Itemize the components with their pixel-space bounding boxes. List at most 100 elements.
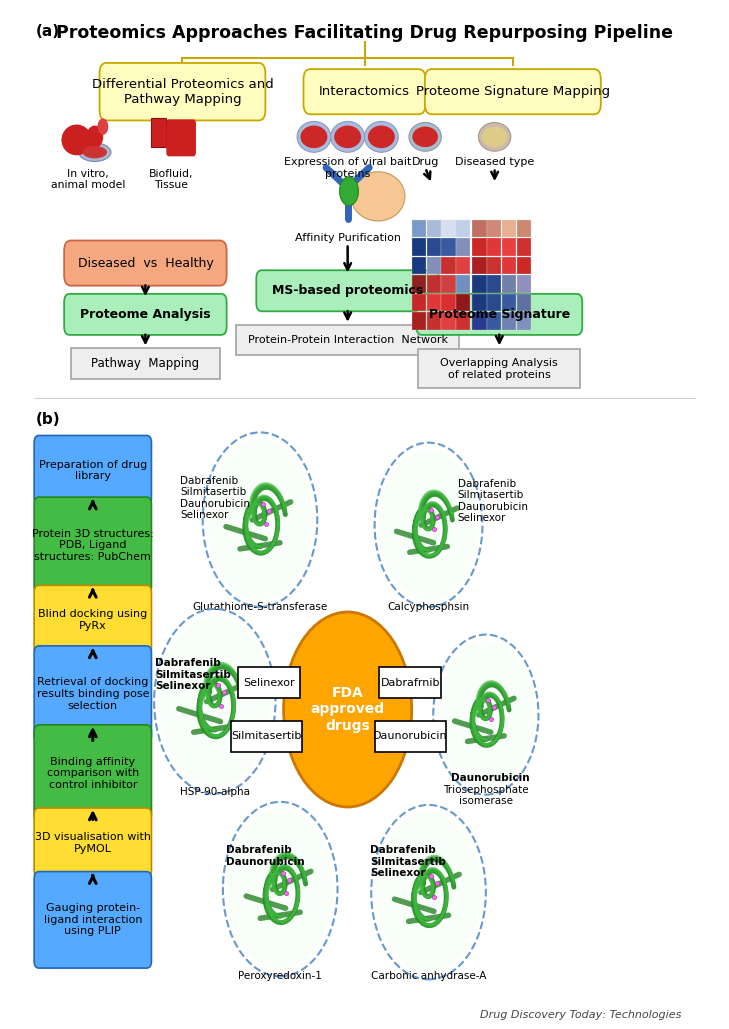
Circle shape [284, 612, 412, 807]
Bar [238, 668, 300, 699]
Text: 3D visualisation with
PyMOL: 3D visualisation with PyMOL [35, 832, 151, 854]
Circle shape [437, 641, 534, 788]
Text: Diseased type: Diseased type [455, 157, 534, 168]
Text: MS-based proteomics: MS-based proteomics [272, 284, 424, 297]
Bar [472, 239, 486, 256]
Text: Gauging protein-
ligand interaction
using PLIP: Gauging protein- ligand interaction usin… [44, 903, 142, 936]
Ellipse shape [300, 126, 327, 148]
FancyBboxPatch shape [34, 724, 152, 821]
Bar [379, 668, 441, 699]
Text: HSP-90-alpha: HSP-90-alpha [180, 786, 250, 796]
Text: (a): (a) [36, 24, 60, 39]
Bar [426, 239, 441, 256]
Circle shape [379, 450, 478, 600]
Bar [412, 276, 426, 293]
Bar [472, 276, 486, 293]
Bar [517, 294, 531, 312]
Bar [441, 257, 456, 275]
Text: Daunorubicin: Daunorubicin [451, 773, 529, 783]
Bar [412, 239, 426, 256]
Bar [236, 324, 459, 355]
Bar [441, 294, 456, 312]
Bar [151, 118, 165, 147]
Ellipse shape [331, 121, 364, 152]
Bar [456, 220, 470, 238]
Text: Interactomics: Interactomics [319, 85, 410, 98]
Bar [487, 239, 502, 256]
Text: Peroxyredoxin-1: Peroxyredoxin-1 [238, 971, 322, 982]
Text: Daunorubicin: Daunorubicin [373, 732, 448, 741]
FancyBboxPatch shape [34, 497, 152, 594]
Text: Proteome Signature: Proteome Signature [429, 308, 570, 321]
Text: Affinity Purification: Affinity Purification [295, 234, 401, 243]
Text: Dabrafenib
Silmitasertib
Daunorubicin
Selinexor: Dabrafenib Silmitasertib Daunorubicin Se… [181, 475, 251, 521]
Bar [426, 313, 441, 329]
Bar [71, 348, 219, 379]
Text: Protein 3D structures:
PDB, Ligand
structures: PubChem: Protein 3D structures: PDB, Ligand struc… [32, 529, 154, 562]
Text: Binding affinity
comparison with
control inhibitor: Binding affinity comparison with control… [47, 756, 139, 789]
Bar [412, 294, 426, 312]
Bar [472, 220, 486, 238]
Bar [502, 294, 516, 312]
FancyBboxPatch shape [64, 294, 227, 334]
Bar [517, 220, 531, 238]
Bar [517, 239, 531, 256]
Bar [472, 257, 486, 275]
Ellipse shape [368, 126, 395, 148]
Bar [487, 313, 502, 329]
Bar [412, 220, 426, 238]
Circle shape [98, 118, 109, 135]
Ellipse shape [82, 146, 107, 158]
Text: Expression of viral bait
proteins: Expression of viral bait proteins [284, 157, 411, 179]
FancyBboxPatch shape [34, 646, 152, 742]
Text: Carbonic anhydrase-A: Carbonic anhydrase-A [371, 971, 486, 982]
Ellipse shape [351, 172, 405, 221]
Bar [487, 294, 502, 312]
Bar [502, 276, 516, 293]
Text: Dabrafenib
Silmitasertib
Selinexor: Dabrafenib Silmitasertib Selinexor [370, 845, 445, 878]
FancyBboxPatch shape [34, 435, 152, 505]
FancyBboxPatch shape [34, 872, 152, 968]
FancyBboxPatch shape [34, 808, 152, 878]
Bar [375, 720, 445, 751]
Bar [426, 294, 441, 312]
FancyBboxPatch shape [34, 586, 152, 655]
Bar [456, 276, 470, 293]
Text: Triosephosphate
isomerase: Triosephosphate isomerase [443, 785, 529, 807]
Bar [412, 313, 426, 329]
Text: In vitro,
animal model: In vitro, animal model [51, 169, 125, 190]
Text: (b): (b) [36, 412, 60, 427]
FancyBboxPatch shape [425, 69, 601, 114]
Bar [502, 220, 516, 238]
Text: Dabrafenib
Daunorubicin: Dabrafenib Daunorubicin [226, 845, 305, 866]
FancyBboxPatch shape [64, 241, 227, 286]
Bar [441, 313, 456, 329]
FancyBboxPatch shape [257, 271, 439, 312]
Bar [502, 239, 516, 256]
Bar [456, 294, 470, 312]
Ellipse shape [87, 126, 104, 148]
FancyBboxPatch shape [303, 69, 426, 114]
Bar [441, 276, 456, 293]
Circle shape [340, 177, 359, 206]
Bar [426, 276, 441, 293]
Text: Differential Proteomics and
Pathway Mapping: Differential Proteomics and Pathway Mapp… [92, 78, 273, 106]
Ellipse shape [79, 143, 111, 162]
Text: Proteome Signature Mapping: Proteome Signature Mapping [416, 85, 610, 98]
Text: Glutathione-S-transferase: Glutathione-S-transferase [192, 602, 327, 612]
Bar [487, 220, 502, 238]
Circle shape [159, 616, 270, 786]
Circle shape [207, 439, 313, 600]
Circle shape [227, 809, 333, 969]
Text: Protein-Protein Interaction  Network: Protein-Protein Interaction Network [248, 335, 448, 345]
Ellipse shape [61, 125, 92, 155]
Bar [441, 220, 456, 238]
Bar [426, 220, 441, 238]
FancyBboxPatch shape [166, 119, 196, 156]
Bar [517, 276, 531, 293]
Text: Pathway  Mapping: Pathway Mapping [91, 357, 200, 370]
Bar [456, 239, 470, 256]
Bar [441, 239, 456, 256]
Text: Retrieval of docking
results binding pose
selection: Retrieval of docking results binding pos… [36, 677, 149, 711]
Bar [456, 313, 470, 329]
